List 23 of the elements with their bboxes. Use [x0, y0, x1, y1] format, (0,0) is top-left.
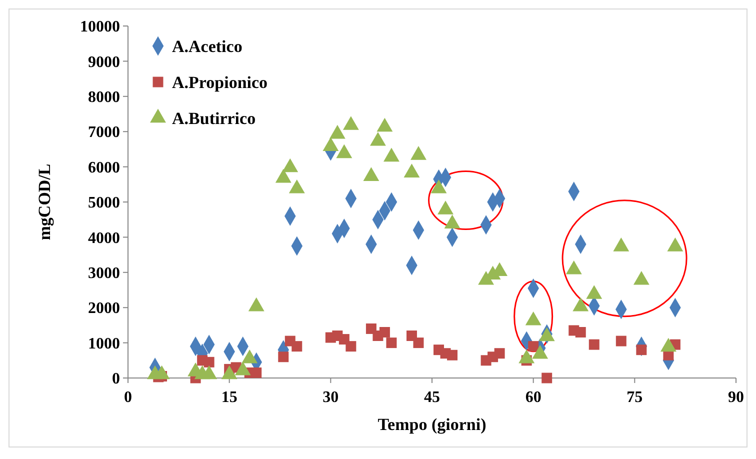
y-tick-label: 4000 [88, 230, 120, 247]
y-tick-label: 0 [112, 370, 120, 388]
x-axis-title: Tempo (giorni) [378, 415, 486, 434]
y-tick-label: 8000 [88, 89, 120, 106]
legend-label: A.Butirrico [172, 108, 256, 128]
y-tick-label: 1000 [88, 335, 120, 352]
x-tick-label: 60 [525, 389, 542, 406]
x-tick-label: 90 [728, 389, 744, 406]
x-tick-label: 15 [221, 389, 238, 406]
y-tick-label: 9000 [88, 54, 120, 71]
y-tick-label: 10000 [80, 18, 120, 36]
y-tick-label: 2000 [88, 300, 120, 318]
x-tick-label: 75 [626, 389, 643, 406]
legend-label: A.Acetico [172, 36, 242, 56]
y-tick-label: 6000 [88, 159, 120, 176]
y-tick-label: 5000 [88, 194, 120, 212]
x-tick-label: 30 [322, 389, 339, 406]
legend-label: A.Propionico [172, 72, 268, 92]
y-tick-label: 3000 [88, 265, 120, 282]
x-tick-label: 45 [424, 389, 440, 406]
y-axis-title: mgCOD/L [35, 164, 54, 240]
x-tick-label: 0 [124, 389, 132, 406]
y-tick-label: 7000 [88, 124, 120, 142]
